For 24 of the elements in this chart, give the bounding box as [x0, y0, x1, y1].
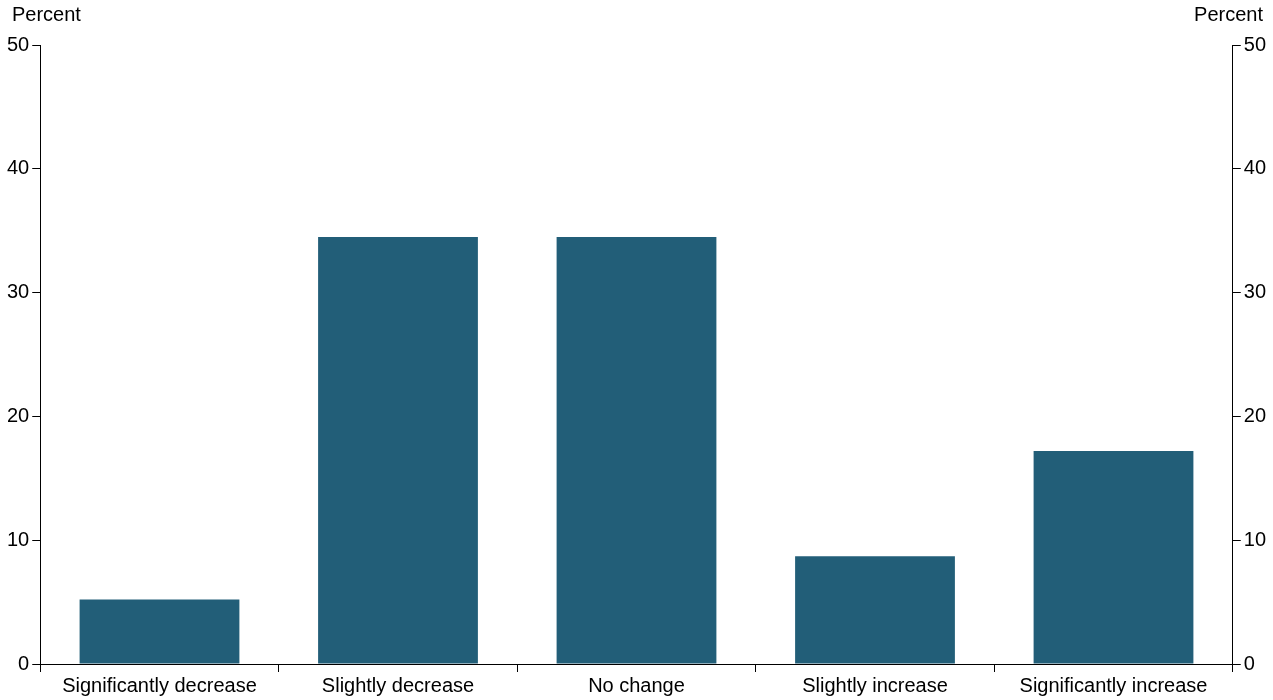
x-tick-label: Significantly decrease	[62, 673, 257, 696]
x-tick-label: Slightly decrease	[321, 673, 475, 696]
y-axis-title: Percent	[12, 2, 82, 25]
y2-tick-label: 20	[1243, 403, 1266, 426]
y2-tick-label: 40	[1243, 156, 1266, 179]
bar	[318, 236, 478, 664]
x-tick-label: Significantly increase	[1019, 673, 1208, 696]
y-tick-label: 20	[7, 403, 30, 426]
x-tick-label: Slightly increase	[802, 673, 948, 696]
y-tick-label: 0	[18, 651, 30, 674]
y2-tick-label: 50	[1243, 32, 1266, 55]
bar	[79, 599, 240, 664]
bar	[795, 556, 955, 664]
y-tick-label: 10	[7, 527, 30, 550]
y2-tick-label: 30	[1243, 280, 1266, 303]
bar	[1033, 451, 1194, 664]
y-tick-label: 50	[7, 32, 30, 55]
bar	[556, 236, 717, 664]
y2-axis-title: Percent	[1194, 2, 1264, 25]
x-tick-label: No change	[588, 673, 685, 696]
y2-tick-label: 0	[1243, 651, 1255, 674]
y-tick-label: 30	[7, 280, 30, 303]
y2-tick-label: 10	[1243, 527, 1266, 550]
y-tick-label: 40	[7, 156, 30, 179]
